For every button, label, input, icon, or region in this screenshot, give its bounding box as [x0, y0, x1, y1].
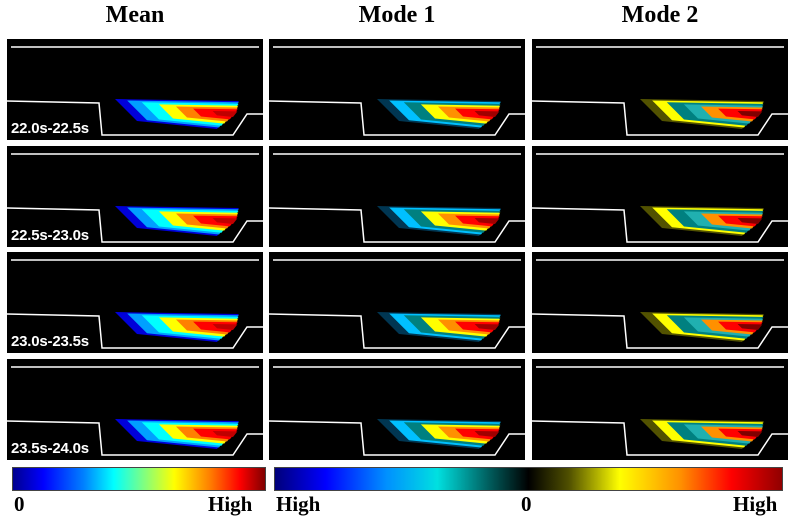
contour-plot: [269, 259, 525, 349]
panel-grid: 22.0s-22.5s 22.5s-23.0s 23.0s-23.5s 23.5…: [7, 39, 788, 463]
combustor-outline: [7, 420, 263, 456]
contour-band: [737, 218, 763, 224]
contour-band: [474, 111, 500, 117]
panel-mean-row-3: 23.0s-23.5s: [7, 252, 263, 353]
column-header-mode-1: Mode 1: [358, 2, 436, 28]
time-window-label: 22.5s-23.0s: [11, 227, 89, 244]
panel-mean-row-2: 22.5s-23.0s: [7, 146, 263, 247]
contour-plot: [269, 46, 525, 136]
panel-mode2-row-4: [532, 359, 788, 460]
panel-mode1-row-4: [269, 359, 525, 460]
contour-plot: [7, 46, 263, 136]
contour-band: [474, 431, 500, 437]
mean-colorbar-max-label: High: [208, 492, 253, 516]
mode-colorbar-left-label: High: [276, 492, 321, 516]
combustor-outline: [269, 420, 525, 456]
contour-plot: [7, 259, 263, 349]
contour-plot: [532, 366, 788, 456]
combustor-outline: [7, 100, 263, 136]
mean-colorbar: [12, 467, 266, 491]
contour-band: [212, 218, 238, 224]
combustor-outline: [269, 207, 525, 243]
combustor-outline: [7, 313, 263, 349]
contour-band: [474, 218, 500, 224]
contour-plot: [269, 366, 525, 456]
panel-mode1-row-1: [269, 39, 525, 140]
combustor-outline: [532, 207, 788, 243]
contour-plot: [532, 259, 788, 349]
panel-mode1-row-3: [269, 252, 525, 353]
mean-colorbar-min-label: 0: [14, 492, 25, 516]
time-window-label: 23.5s-24.0s: [11, 440, 89, 457]
contour-band: [474, 324, 500, 330]
mode-colorbar-center-label: 0: [521, 492, 532, 516]
contour-band: [212, 431, 238, 437]
contour-band: [212, 324, 238, 330]
contour-plot: [532, 153, 788, 243]
time-window-label: 23.0s-23.5s: [11, 333, 89, 350]
mode-colorbar: [274, 467, 783, 491]
contour-band: [737, 111, 763, 117]
panel-mean-row-1: 22.0s-22.5s: [7, 39, 263, 140]
combustor-outline: [532, 100, 788, 136]
panel-mode2-row-2: [532, 146, 788, 247]
combustor-outline: [269, 100, 525, 136]
combustor-outline: [7, 207, 263, 243]
panel-mean-row-4: 23.5s-24.0s: [7, 359, 263, 460]
combustor-outline: [532, 420, 788, 456]
panel-mode1-row-2: [269, 146, 525, 247]
combustor-outline: [532, 313, 788, 349]
contour-plot: [7, 153, 263, 243]
contour-band: [737, 431, 763, 437]
contour-plot: [532, 46, 788, 136]
contour-plot: [269, 153, 525, 243]
contour-band: [737, 324, 763, 330]
time-window-label: 22.0s-22.5s: [11, 120, 89, 137]
panel-mode2-row-1: [532, 39, 788, 140]
combustor-outline: [269, 313, 525, 349]
contour-plot: [7, 366, 263, 456]
column-header-mean: Mean: [105, 2, 165, 28]
mode-colorbar-right-label: High: [733, 492, 778, 516]
panel-mode2-row-3: [532, 252, 788, 353]
contour-band: [212, 111, 238, 117]
column-header-mode-2: Mode 2: [621, 2, 699, 28]
